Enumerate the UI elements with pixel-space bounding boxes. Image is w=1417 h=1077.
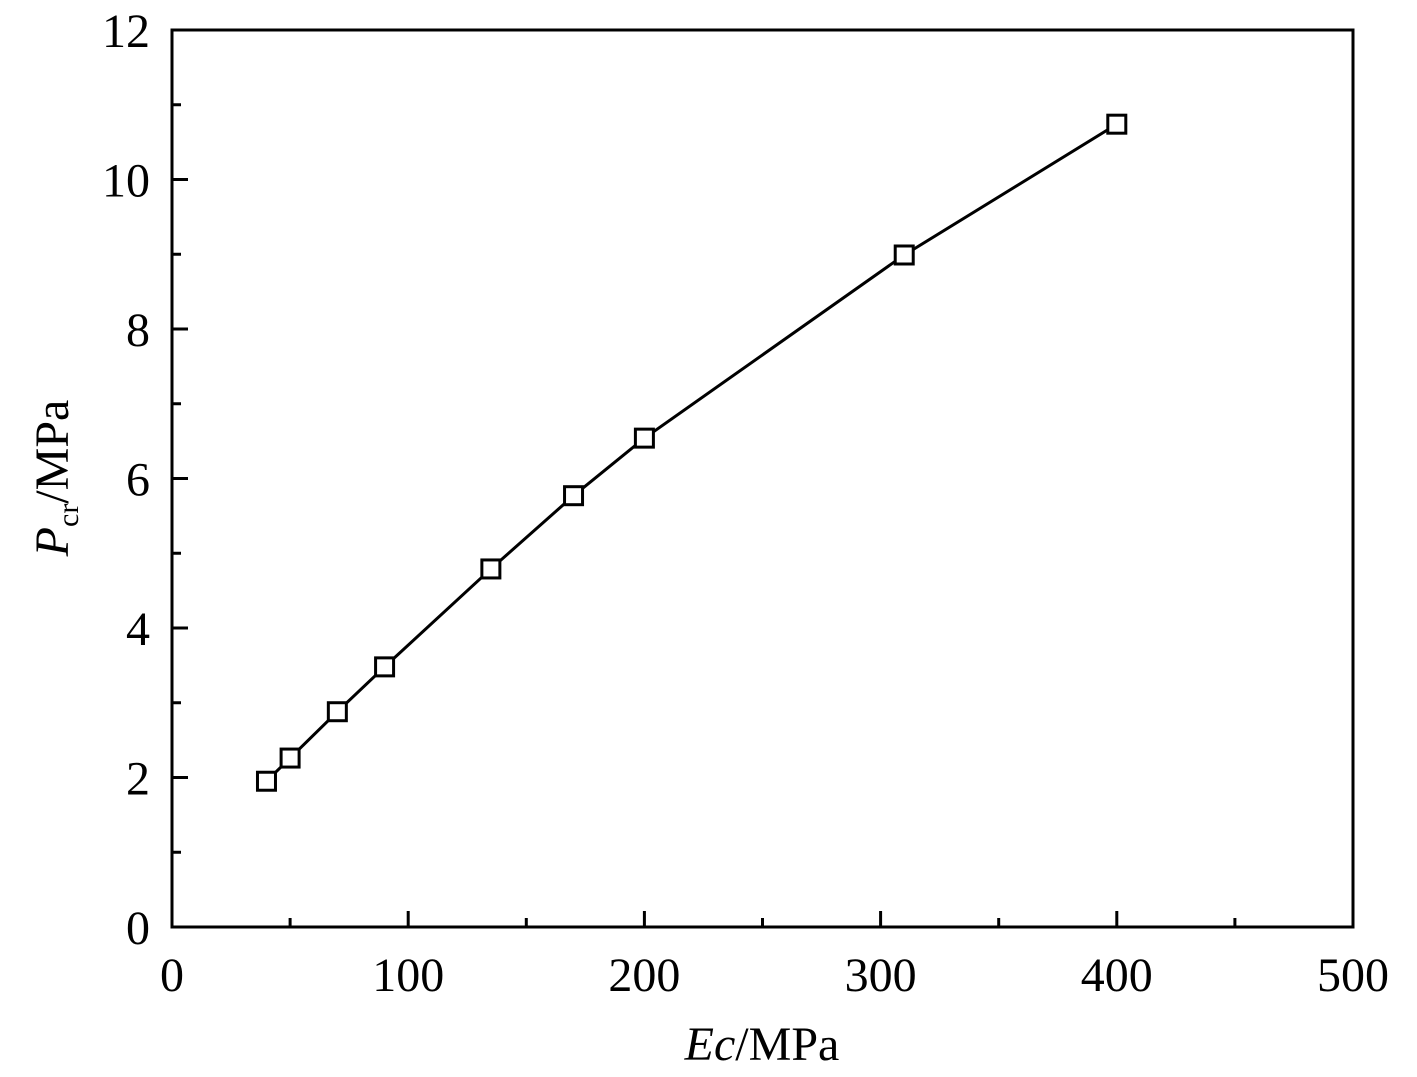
- marker: [279, 747, 301, 769]
- marker: [563, 485, 585, 507]
- x-label-unit: /MPa: [735, 1018, 839, 1071]
- marker: [633, 427, 655, 449]
- series-line: [265, 122, 1118, 783]
- x-tick-label: 300: [845, 949, 917, 1002]
- marker: [255, 770, 277, 792]
- y-tick-label: 2: [126, 753, 150, 806]
- marker: [480, 558, 502, 580]
- x-label-symbol: Ec: [684, 1018, 736, 1071]
- y-tick-label: 0: [126, 902, 150, 955]
- x-tick-label: 100: [372, 949, 444, 1002]
- y-label-unit: /MPa: [26, 400, 79, 504]
- y-label-symbol: P: [26, 527, 79, 557]
- x-tick-label: 400: [1081, 949, 1153, 1002]
- x-tick-label: 500: [1317, 949, 1389, 1002]
- marker: [326, 701, 348, 723]
- y-tick-label: 8: [126, 304, 150, 357]
- plot-frame: [170, 28, 1355, 929]
- x-axis-label: Ec/MPa: [684, 1018, 840, 1071]
- y-axis-label: Pcr/MPa: [26, 400, 85, 558]
- x-tick-label: 0: [160, 949, 184, 1002]
- y-label-subscript: cr: [52, 504, 85, 527]
- y-tick-label: 12: [102, 5, 150, 58]
- marker: [374, 656, 396, 678]
- y-tick-label: 6: [126, 454, 150, 507]
- x-tick-label: 200: [608, 949, 680, 1002]
- y-tick-label: 10: [102, 155, 150, 208]
- marker: [1106, 113, 1128, 135]
- y-tick-label: 4: [126, 603, 150, 656]
- marker: [893, 244, 915, 266]
